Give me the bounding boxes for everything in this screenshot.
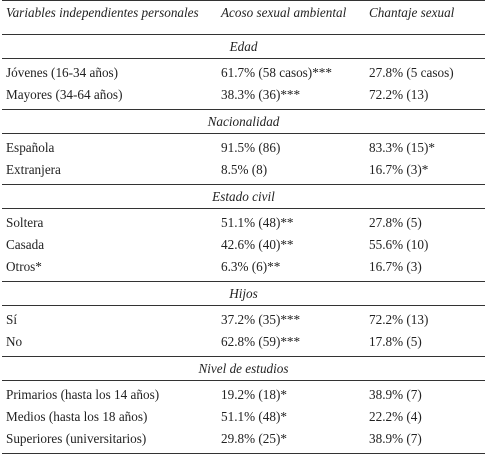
table-row: Española 91.5% (86) 83.3% (15)*	[2, 134, 485, 160]
table-row: Extranjera 8.5% (8) 16.7% (3)*	[2, 159, 485, 185]
row-label: Casada	[6, 237, 45, 252]
acoso-value: 38.3% (36)***	[217, 84, 365, 110]
acoso-value: 6.3% (6)**	[217, 256, 365, 282]
table-row: Superiores (universitarios) 29.8% (25)* 38…	[2, 428, 485, 454]
table-row: Primarios (hasta los 14 años) 19.2% (18)*…	[2, 381, 485, 407]
header-variables: Variables independientes personales	[2, 0, 217, 35]
section-title: Nivel de estudios	[2, 356, 485, 381]
row-label: Jóvenes (16-34 años)	[6, 65, 119, 80]
row-label: Extranjera	[2, 159, 217, 185]
chantaje-value: 38.9% (7)	[365, 428, 485, 454]
chantaje-value: 38.9% (7)	[369, 387, 422, 402]
section-title: Estado civil	[2, 184, 485, 209]
chantaje-value: 17.8% (5)	[365, 331, 485, 357]
row-label: Mayores (34-64 años)	[2, 84, 217, 110]
acoso-value: 51.1% (48)*	[221, 409, 287, 424]
section-row: Nivel de estudios	[2, 356, 485, 381]
acoso-value: 29.8% (25)*	[217, 428, 365, 454]
row-label: Sí	[6, 312, 17, 327]
chantaje-value: 55.6% (10)	[369, 237, 429, 252]
acoso-value: 62.8% (59)***	[217, 331, 365, 357]
row-label: Española	[6, 140, 55, 155]
row-label: Soltera	[6, 215, 44, 230]
acoso-value: 61.7% (58 casos)***	[221, 65, 332, 80]
acoso-value: 19.2% (18)*	[221, 387, 287, 402]
acoso-value: 37.2% (35)***	[221, 312, 301, 327]
section-row: Hijos	[2, 281, 485, 306]
row-label: Medios (hasta los 18 años)	[6, 409, 148, 424]
chantaje-value: 16.7% (3)	[365, 256, 485, 282]
acoso-value: 51.1% (48)**	[221, 215, 294, 230]
row-label: No	[2, 331, 217, 357]
section-row: Edad	[2, 34, 485, 59]
row-label: Superiores (universitarios)	[2, 428, 217, 454]
acoso-value: 8.5% (8)	[217, 159, 365, 185]
chantaje-value: 27.8% (5 casos)	[369, 65, 454, 80]
acoso-value: 42.6% (40)**	[221, 237, 294, 252]
section-row: Nacionalidad	[2, 109, 485, 134]
row-label: Primarios (hasta los 14 años)	[6, 387, 160, 402]
table-row: Mayores (34-64 años) 38.3% (36)*** 72.2% (…	[2, 84, 485, 110]
chantaje-value: 16.7% (3)*	[365, 159, 485, 185]
table-row: Otros* 6.3% (6)** 16.7% (3)	[2, 256, 485, 282]
table-row: No 62.8% (59)*** 17.8% (5)	[2, 331, 485, 357]
chantaje-value: 72.2% (13)	[369, 312, 429, 327]
chantaje-value: 83.3% (15)*	[369, 140, 435, 155]
chantaje-value: 27.8% (5)	[369, 215, 422, 230]
section-title: Hijos	[2, 281, 485, 306]
table-body: Edad Jóvenes (16-34 años) 61.7% (58 casos)…	[2, 34, 485, 454]
chantaje-value: 22.2% (4)	[369, 409, 422, 424]
header-acoso: Acoso sexual ambiental	[217, 0, 365, 35]
acoso-value: 91.5% (86)	[221, 140, 281, 155]
table-row: Jóvenes (16-34 años) 61.7% (58 casos)*** 2…	[2, 59, 485, 85]
header-chantaje: Chantaje sexual	[365, 0, 485, 35]
table-row: Sí 37.2% (35)*** 72.2% (13)	[2, 306, 485, 332]
row-label: Otros*	[2, 256, 217, 282]
section-title: Nacionalidad	[2, 109, 485, 134]
table-header: Variables independientes personales Acos…	[2, 0, 485, 35]
section-row: Estado civil	[2, 184, 485, 209]
section-title: Edad	[2, 34, 485, 59]
chantaje-value: 72.2% (13)	[365, 84, 485, 110]
table-row: Casada 42.6% (40)** 55.6% (10)	[2, 234, 485, 256]
table-row: Soltera 51.1% (48)** 27.8% (5)	[2, 209, 485, 235]
table-row: Medios (hasta los 18 años) 51.1% (48)* 22.…	[2, 406, 485, 428]
